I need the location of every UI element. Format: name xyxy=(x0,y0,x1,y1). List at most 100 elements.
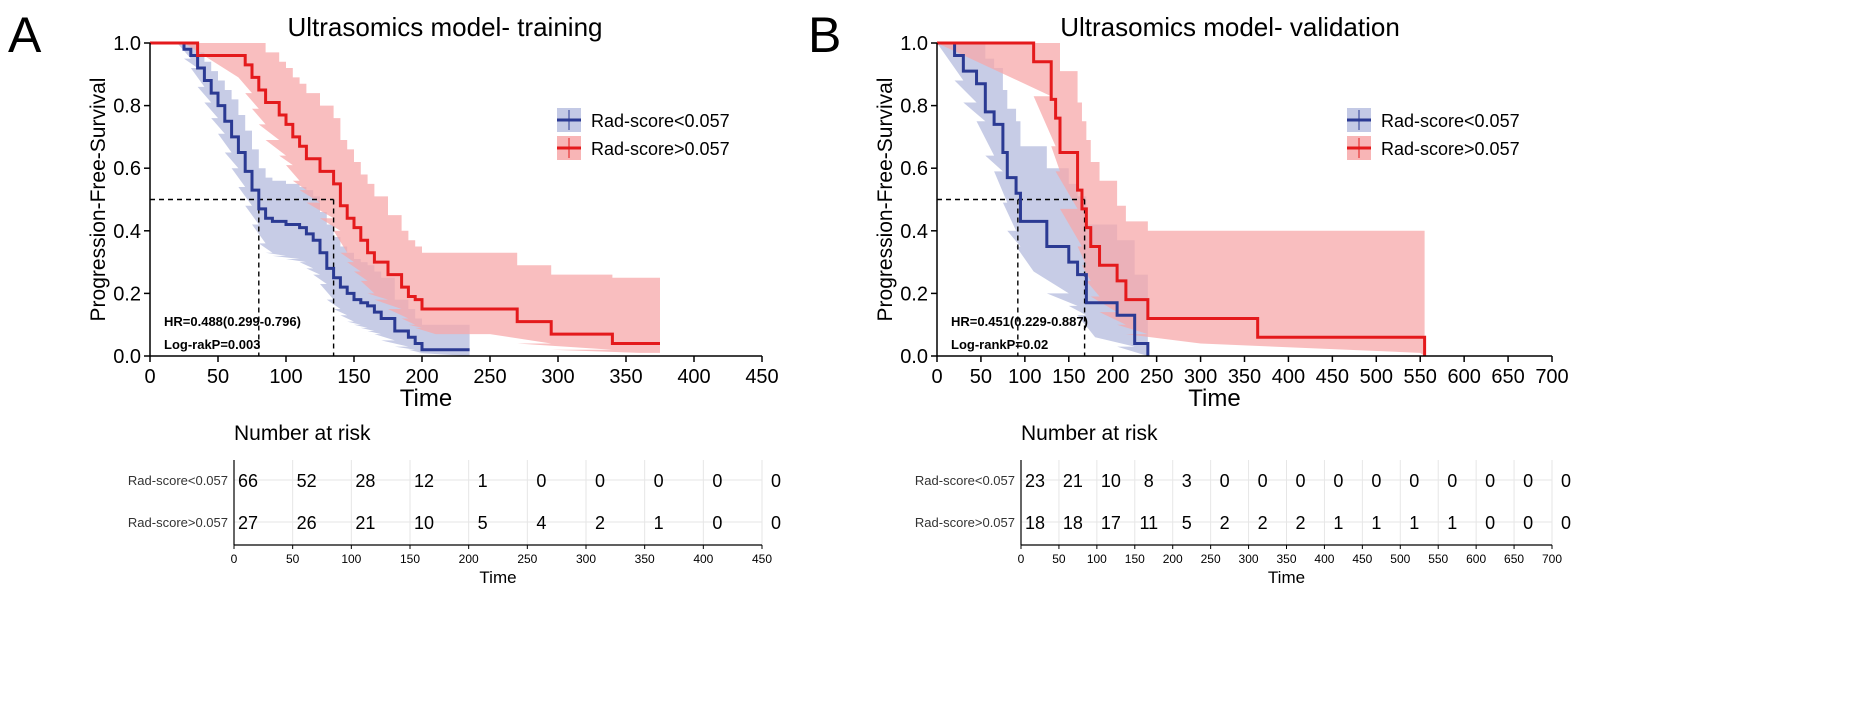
risk-count: 1 xyxy=(1371,513,1381,533)
risk-count: 0 xyxy=(771,471,781,491)
x-tick-label: 400 xyxy=(1272,366,1305,388)
x-tick-label: 300 xyxy=(1184,366,1217,388)
risk-count: 1 xyxy=(1409,513,1419,533)
y-tick-label: 0.6 xyxy=(900,158,928,180)
x-tick-label: 600 xyxy=(1447,366,1480,388)
y-tick-label: 1.0 xyxy=(113,33,141,55)
x-tick-label: 250 xyxy=(473,366,506,388)
risk-count: 28 xyxy=(355,471,375,491)
risk-count: 2 xyxy=(595,513,605,533)
risk-x-tick-label: 250 xyxy=(1201,552,1221,566)
risk-x-tick-label: 50 xyxy=(1052,552,1066,566)
risk-row-label-high: Rad-score>0.057 xyxy=(915,515,1015,530)
risk-count: 10 xyxy=(414,513,434,533)
risk-count: 4 xyxy=(536,513,546,533)
risk-count: 0 xyxy=(1561,513,1571,533)
risk-x-tick-label: 500 xyxy=(1390,552,1410,566)
risk-count: 21 xyxy=(355,513,375,533)
risk-row-label-high: Rad-score>0.057 xyxy=(128,515,228,530)
risk-count: 0 xyxy=(1371,471,1381,491)
survival-curve-high xyxy=(937,41,1427,356)
x-tick-label: 450 xyxy=(745,366,778,388)
risk-count: 0 xyxy=(1485,471,1495,491)
hazard-ratio-annotation: HR=0.451(0.229-0.887) xyxy=(951,314,1088,329)
chart-title: Ultrasomics model- validation xyxy=(1060,12,1400,42)
risk-x-tick-label: 150 xyxy=(400,552,420,566)
x-tick-label: 300 xyxy=(541,366,574,388)
survival-curve-low xyxy=(937,41,1150,356)
risk-x-tick-label: 400 xyxy=(693,552,713,566)
risk-count: 1 xyxy=(478,471,488,491)
risk-x-tick-label: 200 xyxy=(1163,552,1183,566)
risk-count: 17 xyxy=(1101,513,1121,533)
x-tick-label: 50 xyxy=(207,366,229,388)
x-tick-label: 350 xyxy=(1228,366,1261,388)
risk-count: 5 xyxy=(478,513,488,533)
risk-count: 3 xyxy=(1182,471,1192,491)
risk-count: 1 xyxy=(1333,513,1343,533)
y-tick-label: 0.8 xyxy=(113,96,141,118)
x-tick-label: 450 xyxy=(1316,366,1349,388)
risk-count: 0 xyxy=(771,513,781,533)
x-tick-label: 500 xyxy=(1360,366,1393,388)
y-tick-label: 0.2 xyxy=(900,283,928,305)
legend: Rad-score<0.057 Rad-score>0.057 xyxy=(557,108,730,160)
x-tick-label: 100 xyxy=(1008,366,1041,388)
x-tick-label: 550 xyxy=(1404,366,1437,388)
risk-x-tick-label: 150 xyxy=(1125,552,1145,566)
risk-count: 5 xyxy=(1182,513,1192,533)
risk-count: 1 xyxy=(654,513,664,533)
x-tick-label: 700 xyxy=(1535,366,1568,388)
risk-x-tick-label: 100 xyxy=(1087,552,1107,566)
x-tick-label: 200 xyxy=(1096,366,1129,388)
legend-label-low: Rad-score<0.057 xyxy=(1381,111,1520,131)
risk-table-title: Number at risk xyxy=(1021,422,1158,445)
risk-x-tick-label: 400 xyxy=(1314,552,1334,566)
survival-curve-low xyxy=(150,41,470,352)
y-axis-label: Progression-Free-Survival xyxy=(87,78,110,322)
risk-count: 0 xyxy=(1485,513,1495,533)
panel-letter: A xyxy=(8,7,42,63)
risk-count: 0 xyxy=(712,471,722,491)
risk-count: 52 xyxy=(297,471,317,491)
survival-curve-high xyxy=(150,41,660,345)
risk-count: 0 xyxy=(1333,471,1343,491)
y-tick-label: 1.0 xyxy=(900,33,928,55)
panel-letter: B xyxy=(808,7,841,63)
risk-count: 8 xyxy=(1144,471,1154,491)
risk-count: 27 xyxy=(238,513,258,533)
risk-x-tick-label: 300 xyxy=(1239,552,1259,566)
y-tick-label: 0.4 xyxy=(113,221,141,243)
risk-count: 21 xyxy=(1063,471,1083,491)
x-tick-label: 100 xyxy=(269,366,302,388)
risk-x-tick-label: 200 xyxy=(459,552,479,566)
risk-count: 2 xyxy=(1220,513,1230,533)
risk-count: 0 xyxy=(1447,471,1457,491)
y-tick-label: 0.0 xyxy=(900,346,928,368)
y-tick-label: 0.4 xyxy=(900,221,928,243)
y-tick-label: 0.2 xyxy=(113,283,141,305)
hazard-ratio-annotation: HR=0.488(0.299-0.796) xyxy=(164,314,301,329)
risk-count: 2 xyxy=(1258,513,1268,533)
x-tick-label: 400 xyxy=(677,366,710,388)
risk-x-tick-label: 100 xyxy=(341,552,361,566)
risk-x-tick-label: 350 xyxy=(635,552,655,566)
y-axis-label: Progression-Free-Survival xyxy=(874,78,897,322)
risk-x-tick-label: 0 xyxy=(1018,552,1025,566)
legend-label-high: Rad-score>0.057 xyxy=(591,139,730,159)
risk-count: 23 xyxy=(1025,471,1045,491)
confidence-band-high xyxy=(150,43,660,353)
risk-x-tick-label: 450 xyxy=(1352,552,1372,566)
risk-count: 1 xyxy=(1447,513,1457,533)
panel-b: B Ultrasomics model- validation 0.0 0.2 0.4 0… xyxy=(808,7,1571,587)
risk-x-tick-label: 700 xyxy=(1542,552,1562,566)
risk-x-tick-label: 450 xyxy=(752,552,772,566)
risk-x-axis-label: Time xyxy=(479,568,516,587)
risk-count: 0 xyxy=(595,471,605,491)
risk-x-tick-label: 300 xyxy=(576,552,596,566)
risk-x-tick-label: 550 xyxy=(1428,552,1448,566)
log-rank-annotation: Log-rankP=0.02 xyxy=(951,337,1048,352)
